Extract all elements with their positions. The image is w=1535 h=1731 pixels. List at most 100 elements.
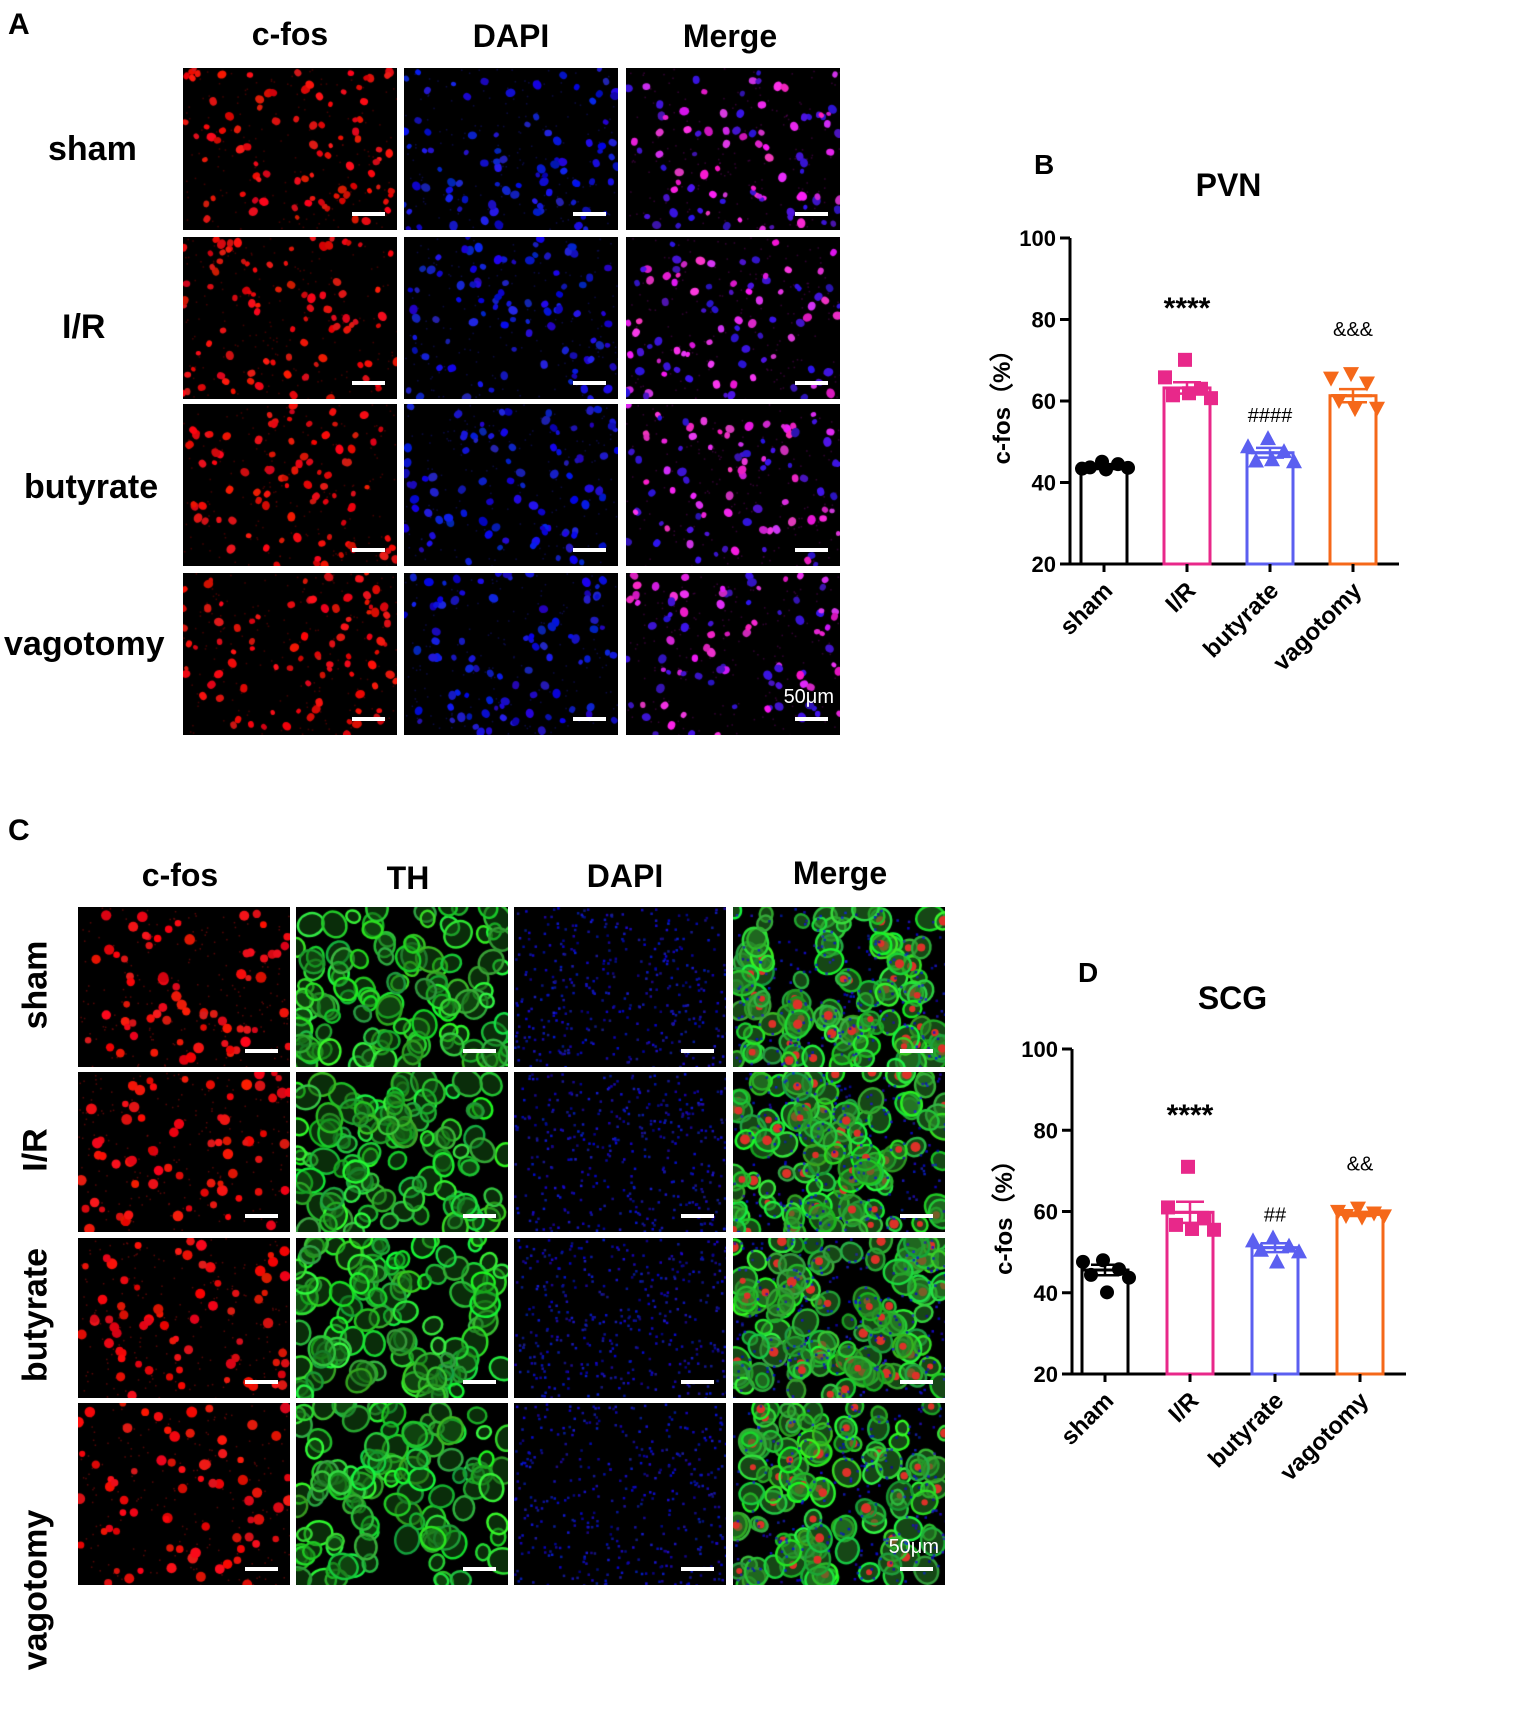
significance-label: **** bbox=[1167, 1099, 1214, 1132]
data-point bbox=[1281, 1237, 1297, 1253]
micrograph-c-vagotomy-dapi bbox=[514, 1403, 726, 1585]
data-point bbox=[1291, 1243, 1307, 1259]
data-point bbox=[1161, 1200, 1175, 1215]
data-point bbox=[1269, 1253, 1285, 1269]
bar bbox=[1245, 451, 1295, 566]
x-tick-label: sham bbox=[1055, 577, 1118, 640]
scale-bar bbox=[245, 1049, 278, 1053]
data-point bbox=[1112, 1262, 1126, 1277]
micrograph-c-sham-cfos bbox=[78, 907, 290, 1067]
bar bbox=[1162, 386, 1212, 566]
y-tick-label: 100 bbox=[1021, 1037, 1058, 1062]
scale-bar bbox=[795, 212, 828, 216]
micrograph-c-sham-dapi bbox=[514, 907, 726, 1067]
scale-bar bbox=[352, 717, 385, 721]
x-tick-label: sham bbox=[1056, 1387, 1119, 1450]
micrograph-c-ir-cfos bbox=[78, 1072, 290, 1232]
micrograph-a-vagotomy-cfos bbox=[183, 573, 397, 735]
data-point bbox=[1076, 1254, 1090, 1269]
micrograph-a-ir-dapi bbox=[404, 237, 618, 399]
data-point bbox=[1166, 388, 1180, 403]
micrograph-c-vagotomy-th bbox=[296, 1403, 508, 1585]
significance-label: **** bbox=[1164, 292, 1211, 325]
micrograph-c-butyrate-merge bbox=[733, 1238, 945, 1398]
y-axis-label: c-fos（%） bbox=[989, 338, 1016, 465]
data-point bbox=[1331, 394, 1347, 409]
scale-bar bbox=[245, 1214, 278, 1218]
micrograph-c-vagotomy-cfos bbox=[78, 1403, 290, 1585]
data-point bbox=[1096, 1253, 1110, 1268]
scale-bar bbox=[463, 1214, 496, 1218]
data-point bbox=[1240, 438, 1256, 454]
x-tick-label: butyrate bbox=[1198, 577, 1284, 663]
y-tick-label: 60 bbox=[1032, 389, 1056, 414]
data-point bbox=[1323, 371, 1339, 387]
panel-c-row-ir: I/R bbox=[16, 1128, 55, 1172]
micrograph-c-sham-merge bbox=[733, 907, 945, 1067]
micrograph-c-sham-th bbox=[296, 907, 508, 1067]
significance-label: #### bbox=[1248, 405, 1293, 427]
micrograph-a-butyrate-merge bbox=[626, 404, 840, 566]
micrograph-a-vagotomy-merge: 50μm bbox=[626, 573, 840, 735]
data-point bbox=[1248, 452, 1264, 468]
data-point bbox=[1178, 352, 1192, 367]
panel-letter: D bbox=[1078, 957, 1098, 988]
data-point bbox=[1359, 376, 1375, 392]
micrograph-a-ir-merge bbox=[626, 237, 840, 399]
data-point bbox=[1207, 1222, 1221, 1237]
data-point bbox=[1169, 1217, 1183, 1232]
x-tick-label: vagotomy bbox=[1268, 577, 1368, 677]
panel-letter: B bbox=[1034, 149, 1054, 180]
data-point bbox=[1158, 370, 1172, 385]
y-tick-label: 40 bbox=[1032, 471, 1056, 496]
scale-bar bbox=[795, 548, 828, 552]
y-tick-label: 40 bbox=[1034, 1281, 1058, 1306]
y-tick-label: 80 bbox=[1032, 308, 1056, 333]
panel-a-row-ir: I/R bbox=[62, 308, 106, 346]
scale-bar bbox=[245, 1380, 278, 1384]
micrograph-a-sham-merge bbox=[626, 68, 840, 230]
data-point bbox=[1083, 460, 1097, 475]
data-point bbox=[1350, 1201, 1366, 1217]
scale-bar bbox=[795, 717, 828, 721]
y-tick-label: 80 bbox=[1034, 1118, 1058, 1143]
x-tick-label: I/R bbox=[1163, 1387, 1204, 1428]
data-point bbox=[1276, 443, 1292, 459]
data-point bbox=[1286, 453, 1302, 469]
scale-bar bbox=[900, 1567, 933, 1571]
micrograph-c-butyrate-cfos bbox=[78, 1238, 290, 1398]
panel-c-column-dapi: DAPI bbox=[586, 858, 664, 894]
micrograph-a-sham-cfos bbox=[183, 68, 397, 230]
scale-bar bbox=[352, 212, 385, 216]
scale-bar bbox=[352, 381, 385, 385]
micrograph-a-ir-cfos bbox=[183, 237, 397, 399]
data-point bbox=[1182, 386, 1196, 401]
x-tick-label: butyrate bbox=[1203, 1387, 1289, 1473]
micrograph-a-vagotomy-dapi bbox=[404, 573, 618, 735]
panel-a-row-butyrate: butyrate bbox=[24, 468, 159, 506]
bar bbox=[1335, 1212, 1385, 1376]
panel-c-row-vagotomy: vagotomy bbox=[16, 1509, 55, 1671]
data-point bbox=[1265, 1229, 1281, 1245]
data-point bbox=[1253, 1241, 1269, 1257]
y-tick-label: 100 bbox=[1019, 226, 1056, 251]
scale-bar bbox=[681, 1380, 714, 1384]
scale-bar bbox=[681, 1567, 714, 1571]
panel-c-column-cfos: c-fos bbox=[141, 857, 219, 893]
scale-bar bbox=[463, 1380, 496, 1384]
micrograph-c-vagotomy-merge: 50μm bbox=[733, 1403, 945, 1585]
data-point bbox=[1264, 451, 1280, 467]
micrograph-a-butyrate-dapi bbox=[404, 404, 618, 566]
data-point bbox=[1330, 1204, 1346, 1220]
scale-bar bbox=[463, 1567, 496, 1571]
significance-label: && bbox=[1347, 1154, 1374, 1176]
scale-bar bbox=[573, 717, 606, 721]
y-axis-label: c-fos（%） bbox=[991, 1148, 1018, 1275]
data-point bbox=[1338, 1208, 1354, 1224]
panel-a-row-sham: sham bbox=[48, 130, 137, 168]
x-tick-label: I/R bbox=[1160, 577, 1201, 618]
data-point bbox=[1181, 1159, 1195, 1174]
scale-bar bbox=[573, 212, 606, 216]
bar bbox=[1165, 1210, 1215, 1376]
panel-a-column-dapi: DAPI bbox=[472, 18, 550, 54]
